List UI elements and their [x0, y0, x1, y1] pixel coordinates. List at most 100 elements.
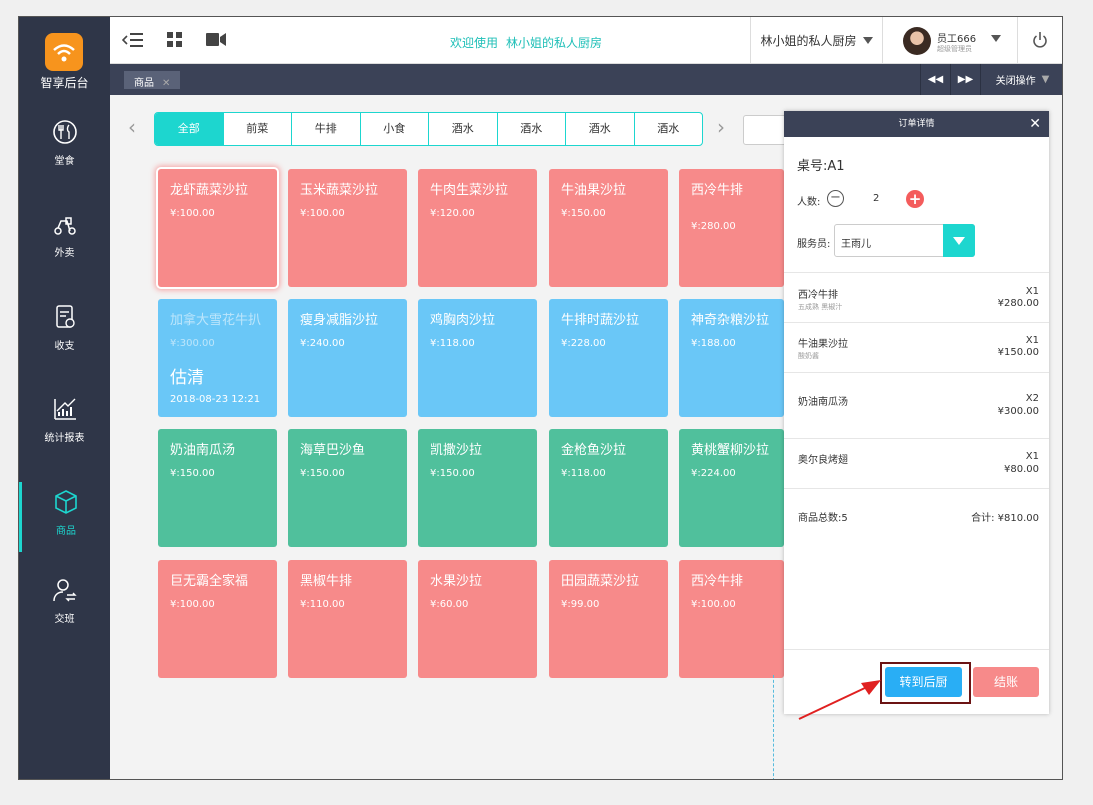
sidebar-item-handover[interactable]: 交班 — [19, 570, 110, 640]
sidebar-item-label: 统计报表 — [44, 433, 85, 444]
waiter-select[interactable]: 王雨儿 — [834, 224, 975, 257]
dish-price: ¥:280.00 — [691, 221, 736, 232]
category-tab[interactable]: 酒水 — [429, 113, 498, 145]
sidebar-item-dining[interactable]: 堂食 — [19, 112, 110, 182]
dish-name: 牛排时蔬沙拉 — [561, 313, 640, 328]
panel-title: 订单详情 — [898, 119, 935, 129]
order-panel: 订单详情 ✕ 桌号:A1 人数: − 2 + 服务员: 王雨儿 西冷牛排 五成熟… — [784, 111, 1049, 714]
dish-card[interactable]: 牛油果沙拉 ¥:150.00 — [549, 169, 668, 287]
user-menu[interactable]: 员工666 超级管理员 — [883, 17, 1018, 64]
dish-card[interactable]: 黄桃蟹柳沙拉 ¥:224.00 — [679, 429, 784, 547]
decrease-people-button[interactable]: − — [827, 190, 844, 207]
dish-card[interactable]: 神奇杂粮沙拉 ¥:188.00 — [679, 299, 784, 417]
dish-name: 西冷牛排 — [691, 183, 744, 198]
close-icon[interactable]: ✕ — [162, 78, 171, 89]
dish-name: 黄桃蟹柳沙拉 — [691, 443, 770, 458]
chevron-down-icon — [862, 37, 873, 44]
dish-price: ¥:99.00 — [561, 599, 600, 610]
dish-name: 西冷牛排 — [691, 574, 744, 589]
video-icon[interactable] — [206, 32, 226, 47]
checkout-button[interactable]: 结账 — [973, 667, 1039, 697]
sidebar-item-delivery[interactable]: 外卖 — [19, 204, 110, 274]
dish-price: ¥:150.00 — [561, 208, 606, 219]
grid-icon[interactable] — [167, 32, 182, 47]
dish-name: 奶油南瓜汤 — [170, 443, 236, 458]
dish-price: ¥:118.00 — [430, 338, 475, 349]
dish-card[interactable]: 鸡胸肉沙拉 ¥:118.00 — [418, 299, 537, 417]
dish-card[interactable]: 黑椒牛排 ¥:110.00 — [288, 560, 407, 678]
dish-price: ¥:228.00 — [561, 338, 606, 349]
dish-price: ¥:150.00 — [170, 468, 215, 479]
category-tab[interactable]: 小食 — [361, 113, 429, 145]
dish-price: ¥:150.00 — [430, 468, 475, 479]
scroll-right-button[interactable]: ▶▶ — [950, 64, 980, 95]
sidebar-item-label: 商品 — [56, 526, 76, 537]
dish-name: 水果沙拉 — [430, 574, 483, 589]
dish-price: ¥:60.00 — [430, 599, 469, 610]
close-ops-menu[interactable]: 关闭操作 ▼ — [980, 64, 1062, 95]
user-handover-icon — [52, 579, 77, 602]
category-prev-button[interactable]: ‹ — [128, 115, 136, 139]
category-next-button[interactable]: › — [717, 115, 725, 139]
waiter-label: 服务员: — [797, 239, 831, 250]
dish-name: 牛肉生菜沙拉 — [430, 183, 509, 198]
close-icon[interactable]: ✕ — [1029, 116, 1041, 132]
dish-card[interactable]: 奶油南瓜汤 ¥:150.00 — [158, 429, 277, 547]
panel-header: 订单详情 ✕ — [784, 111, 1049, 137]
dish-card[interactable]: 海草巴沙鱼 ¥:150.00 — [288, 429, 407, 547]
order-item[interactable]: 奶油南瓜汤 X2 ¥300.00 — [784, 372, 1049, 438]
category-tab[interactable]: 酒水 — [498, 113, 566, 145]
chevron-down-icon[interactable] — [943, 224, 975, 257]
dish-price: ¥:188.00 — [691, 338, 736, 349]
dish-card[interactable]: 水果沙拉 ¥:60.00 — [418, 560, 537, 678]
avatar — [903, 27, 931, 55]
dish-card[interactable]: 龙虾蔬菜沙拉 ¥:100.00 — [158, 169, 277, 287]
wifi-logo-icon — [45, 33, 83, 71]
order-item[interactable]: 西冷牛排 五成熟 黑椒汁 X1 ¥280.00 — [784, 272, 1049, 322]
highlight-box — [880, 662, 971, 704]
category-tab[interactable]: 酒水 — [566, 113, 635, 145]
dish-price: ¥:100.00 — [170, 599, 215, 610]
category-tab[interactable]: 酒水 — [657, 122, 680, 135]
sidebar-item-reports[interactable]: 统计报表 — [19, 389, 110, 459]
rewind-icon: ◀◀ — [927, 74, 944, 85]
dish-card[interactable]: 西冷牛排 ¥:280.00 — [679, 169, 784, 287]
category-tab[interactable]: 牛排 — [292, 113, 361, 145]
dish-card[interactable]: 西冷牛排 ¥:100.00 — [679, 560, 784, 678]
sidebar-item-products[interactable]: 商品 — [19, 482, 110, 552]
category-tab[interactable]: 全部 — [155, 113, 224, 145]
order-item[interactable]: 奥尔良烤翅 X1 ¥80.00 — [784, 438, 1049, 488]
dish-name: 加拿大雪花牛扒 — [170, 313, 262, 328]
dish-name: 龙虾蔬菜沙拉 — [170, 183, 249, 198]
welcome-text: 欢迎使用 林小姐的私人厨房 — [450, 36, 603, 50]
dish-card[interactable]: 金枪鱼沙拉 ¥:118.00 — [549, 429, 668, 547]
dish-card[interactable]: 田园蔬菜沙拉 ¥:99.00 — [549, 560, 668, 678]
dish-card[interactable]: 巨无霸全家福 ¥:100.00 — [158, 560, 277, 678]
menu-collapse-icon[interactable] — [122, 32, 144, 48]
category-tab[interactable]: 前菜 — [224, 113, 292, 145]
sidebar-item-label: 交班 — [54, 614, 75, 625]
sidebar-item-finance[interactable]: 收支 — [19, 297, 110, 367]
dish-card[interactable]: 牛肉生菜沙拉 ¥:120.00 — [418, 169, 537, 287]
dish-name: 海草巴沙鱼 — [300, 443, 366, 458]
shop-select[interactable]: 林小姐的私人厨房 — [750, 17, 883, 64]
chevron-down-icon: ▼ — [1041, 74, 1050, 85]
dish-card[interactable]: 加拿大雪花牛扒 ¥:300.00 估清 2018-08-23 12:21 — [158, 299, 277, 417]
dish-card[interactable]: 玉米蔬菜沙拉 ¥:100.00 — [288, 169, 407, 287]
increase-people-button[interactable]: + — [906, 190, 924, 208]
tab-products[interactable]: 商品 ✕ — [124, 71, 181, 89]
dish-name: 神奇杂粮沙拉 — [691, 313, 770, 328]
scroll-left-button[interactable]: ◀◀ — [920, 64, 950, 95]
panel-footer: 转到后厨 结账 — [784, 649, 1049, 714]
power-icon[interactable] — [1032, 31, 1048, 49]
sold-out-date: 2018-08-23 12:21 — [170, 394, 261, 405]
dish-card[interactable]: 凯撒沙拉 ¥:150.00 — [418, 429, 537, 547]
people-count: 2 — [873, 193, 880, 204]
dish-card[interactable]: 瘦身减脂沙拉 ¥:240.00 — [288, 299, 407, 417]
dish-card[interactable]: 牛排时蔬沙拉 ¥:228.00 — [549, 299, 668, 417]
order-item[interactable]: 牛油果沙拉 酸奶酱 X1 ¥150.00 — [784, 322, 1049, 372]
send-to-kitchen-button[interactable]: 转到后厨 — [885, 667, 962, 697]
dish-name: 瘦身减脂沙拉 — [300, 313, 379, 328]
logo-text: 智享后台 — [40, 76, 89, 90]
user-role: 超级管理员 — [937, 45, 972, 53]
